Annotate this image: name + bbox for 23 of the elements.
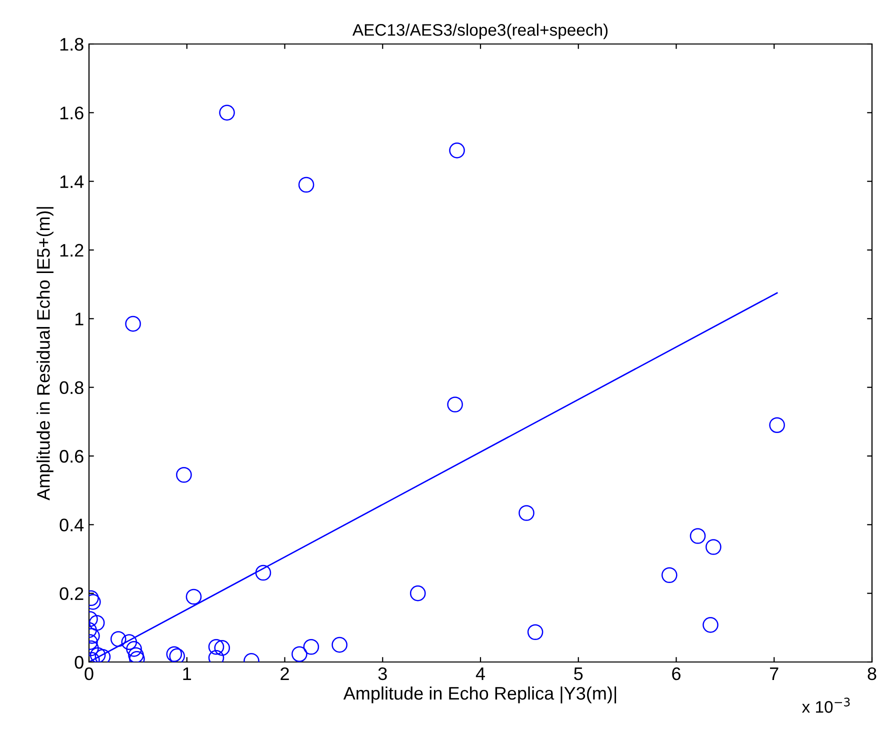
x-tick-label: 5 — [574, 668, 583, 680]
x-tick-label: 1 — [183, 668, 192, 680]
y-tick-label: 1.4 — [60, 175, 84, 188]
x-axis-title: Amplitude in Echo Replica |Y3(m)| — [343, 686, 616, 704]
x-tick-label: 4 — [476, 668, 485, 680]
y-tick-label: 1.2 — [60, 244, 84, 257]
y-tick-label: 1 — [75, 312, 84, 326]
y-tick-label: 1.8 — [60, 38, 84, 51]
y-tick-label: 0 — [74, 656, 84, 669]
x-tick-label: 8 — [868, 667, 876, 680]
x-tick-label: 0 — [84, 667, 94, 680]
chart-title: AEC13/AES3/slope3(real+speech) — [352, 24, 608, 40]
text: x 10$^{−3}$ — [802, 698, 850, 713]
y-tick-label: 1.6 — [60, 106, 84, 120]
x-tick-label: 3 — [378, 667, 387, 680]
y-tick-label: 0.2 — [60, 587, 84, 600]
y-tick-label: 0.6 — [60, 450, 84, 463]
y-tick-label: 0.4 — [60, 518, 84, 532]
y-tick-label: 0.8 — [60, 381, 84, 394]
x-tick-label: 7 — [770, 668, 778, 680]
x-tick-label: 2 — [280, 667, 289, 680]
x-tick-label: 6 — [672, 667, 680, 680]
y-axis-title: Amplitude in Residual Echo |E5+(m)| — [36, 207, 54, 500]
